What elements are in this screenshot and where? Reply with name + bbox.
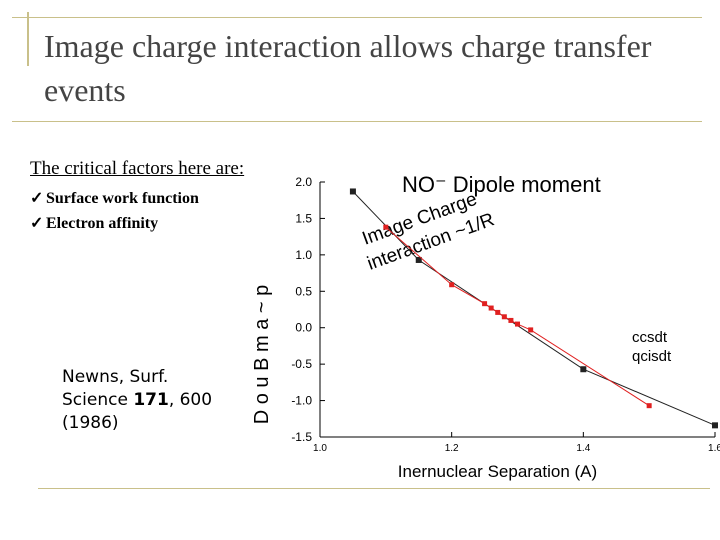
data-point-ccsdt: [415, 256, 422, 263]
data-point-qcisdt: [646, 403, 652, 409]
reference-prefix: Newns, Surf. Science: [62, 367, 169, 410]
data-point-qcisdt: [501, 314, 507, 320]
title-underline-rule: [12, 121, 702, 122]
data-point-ccsdt: [580, 366, 587, 373]
x-tick-label: 1.6: [708, 443, 720, 454]
data-point-ccsdt: [349, 188, 356, 195]
data-point-qcisdt: [482, 301, 488, 307]
footer-rule: [38, 488, 710, 489]
legend-entry-ccsdt: ccsdt: [632, 329, 668, 346]
checkmark-icon: ✓: [30, 215, 44, 232]
y-tick-label: 0.5: [295, 284, 312, 298]
bullet-label: Electron affinity: [46, 215, 159, 232]
reference-volume: 171: [133, 390, 169, 410]
intro-text: The critical factors here are:: [30, 158, 245, 179]
x-tick-label: 1.2: [445, 443, 459, 454]
series-line-qcisdt: [385, 226, 650, 407]
y-tick-label: 1.0: [295, 248, 312, 262]
decorative-vertical-rule: [27, 12, 29, 66]
legend-entry-qcisdt: qcisdt: [632, 348, 672, 365]
bullet-electron-affinity: ✓ Electron affinity: [30, 213, 158, 233]
x-tick-label: 1.4: [576, 443, 590, 454]
reference-suffix: , 600 (1986): [62, 390, 213, 433]
reference-citation: Newns, Surf. Science 171, 600 (1986): [62, 366, 232, 435]
y-tick-label: 0.0: [295, 321, 312, 335]
bullet-label: Surface work function: [46, 190, 199, 207]
y-tick-label: 1.5: [295, 211, 312, 225]
decorative-top-rule: [12, 17, 702, 18]
y-tick-label: -1.0: [291, 394, 312, 408]
data-point-qcisdt: [488, 305, 494, 311]
data-point-qcisdt: [528, 327, 534, 333]
data-point-qcisdt: [495, 309, 501, 315]
y-tick-label: -1.5: [291, 430, 312, 444]
data-point-qcisdt: [508, 317, 514, 323]
y-tick-label: -0.5: [291, 357, 312, 371]
x-axis-label: Inernuclear Separation (A): [398, 462, 597, 481]
checkmark-icon: ✓: [30, 190, 44, 207]
y-axis-label: D o u B m a ~ p: [251, 285, 273, 425]
chart-title: NO⁻ Dipole moment: [402, 172, 601, 197]
x-tick-label: 1.0: [313, 443, 327, 454]
y-tick-label: 2.0: [295, 175, 312, 189]
dipole-moment-chart: 2.01.51.00.50.0-0.5-1.0-1.51.0 1.2 1.4 1.6I…: [251, 172, 720, 481]
data-point-qcisdt: [449, 282, 455, 288]
bullet-surface-work-function: ✓ Surface work function: [30, 188, 199, 208]
data-point-qcisdt: [383, 224, 389, 230]
data-point-ccsdt: [712, 422, 718, 429]
slide-title: Image charge interaction allows charge t…: [44, 28, 652, 108]
data-point-qcisdt: [515, 321, 520, 327]
